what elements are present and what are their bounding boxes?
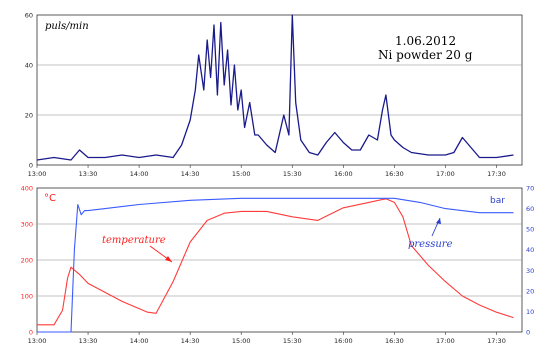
bottom-left-y-tick-label: 100 [21, 293, 33, 301]
top-x-tick-label: 17:30 [487, 170, 506, 178]
count-rate-line [36, 14, 514, 161]
bottom-x-tick-label: 16:00 [334, 337, 353, 345]
top-x-tick-label: 13:30 [79, 170, 98, 178]
bottom-right-y-tick-label: 40 [526, 246, 534, 254]
bottom-x-tick-label: 15:30 [283, 337, 302, 345]
bottom-x-ticks: 13:00 13:30 14:00 14:30 15:00 15:30 16:00 16:30… [28, 332, 506, 345]
bottom-x-tick-label: 15:00 [232, 337, 251, 345]
bottom-right-y-tick-label: 30 [526, 267, 534, 275]
top-x-tick-label: 14:00 [130, 170, 149, 178]
bottom-left-y-tick-label: 200 [21, 257, 33, 265]
bottom-left-y-ticks: 0 100 200 300 400 [21, 185, 33, 337]
bottom-x-tick-label: 14:30 [181, 337, 200, 345]
top-series [36, 14, 514, 161]
bottom-right-y-ticks: 0 10 20 30 40 50 60 70 [526, 185, 534, 337]
pressure-arrowhead [436, 218, 441, 224]
bottom-x-tick-label: 13:30 [79, 337, 98, 345]
annotation-sample: Ni powder 20 g [378, 48, 473, 62]
top-x-ticks: 13:00 13:30 14:00 14:30 15:00 15:30 16:00 16:30… [28, 165, 506, 178]
top-x-tick-label: 15:00 [232, 170, 251, 178]
bottom-left-y-tick-label: 0 [29, 329, 33, 337]
top-x-tick-label: 16:00 [334, 170, 353, 178]
pressure-line [37, 197, 514, 333]
bottom-left-y-tick-label: 300 [21, 221, 33, 229]
bottom-right-y-tick-label: 60 [526, 205, 534, 213]
top-y-tick-label: 60 [25, 12, 33, 20]
bottom-right-y-tick-label: 0 [526, 329, 530, 337]
bottom-ylabel-left: °C [44, 193, 56, 204]
top-x-tick-label: 16:30 [385, 170, 404, 178]
top-x-tick-label: 17:00 [436, 170, 455, 178]
bottom-right-y-tick-label: 20 [526, 287, 534, 295]
bottom-x-tick-label: 14:00 [130, 337, 149, 345]
bottom-right-y-tick-label: 50 [526, 226, 534, 234]
bottom-ylabel-right: bar [490, 196, 505, 206]
annotation-date: 1.06.2012 [395, 34, 456, 48]
annotation-temperature: temperature [102, 235, 166, 246]
top-x-tick-label: 14:30 [181, 170, 200, 178]
bottom-x-tick-label: 17:00 [436, 337, 455, 345]
bottom-right-y-tick-label: 10 [526, 308, 534, 316]
bottom-series [37, 197, 514, 333]
bottom-left-y-tick-label: 400 [21, 185, 33, 193]
top-y-tick-label: 0 [29, 162, 33, 170]
top-x-tick-label: 13:00 [28, 170, 47, 178]
bottom-right-y-tick-label: 70 [526, 185, 534, 193]
top-x-tick-label: 15:30 [283, 170, 302, 178]
annotation-pressure: pressure [408, 239, 453, 250]
bottom-grid [37, 223, 522, 297]
bottom-x-tick-label: 17:30 [487, 337, 506, 345]
bottom-x-tick-label: 16:30 [385, 337, 404, 345]
top-grid [37, 64, 522, 116]
temperature-arrowhead [165, 256, 172, 262]
top-y-tick-label: 20 [25, 112, 33, 120]
top-y-tick-label: 40 [25, 62, 33, 70]
bottom-x-tick-label: 13:00 [28, 337, 47, 345]
temperature-line [37, 198, 514, 326]
top-y-ticks: 0 20 40 60 [25, 12, 33, 170]
top-panel-frame [36, 14, 523, 166]
top-ylabel: puls/min [45, 21, 89, 32]
